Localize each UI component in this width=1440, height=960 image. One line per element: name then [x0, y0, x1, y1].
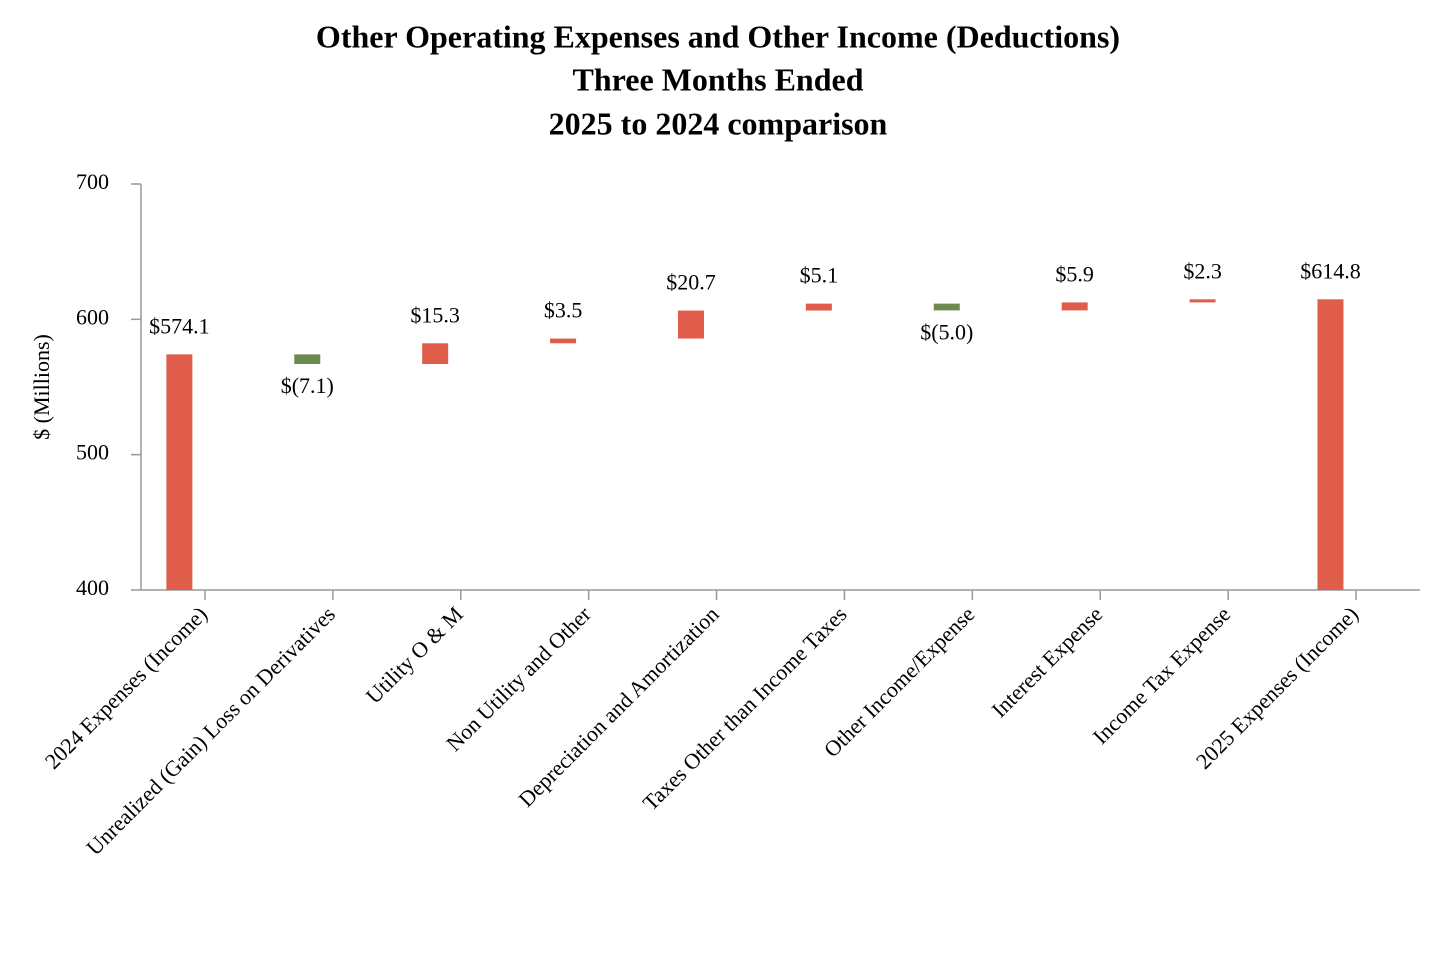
y-tick-label: 500	[76, 440, 109, 465]
bar	[1189, 299, 1216, 303]
data-label: $15.3	[410, 302, 460, 327]
chart-title: Three Months Ended	[572, 61, 863, 97]
x-tick-label: Depreciation and Amortization	[513, 601, 723, 811]
chart-title: Other Operating Expenses and Other Incom…	[316, 18, 1120, 54]
data-label: $(7.1)	[281, 373, 334, 398]
y-tick-label: 400	[76, 575, 109, 600]
data-label: $5.1	[800, 263, 839, 288]
y-axis-label: $ (Millions)	[29, 334, 54, 440]
x-tick-label: Interest Expense	[986, 601, 1107, 722]
x-tick-label: Non Utility and Other	[441, 601, 596, 756]
data-label: $5.9	[1055, 261, 1094, 286]
data-label: $3.5	[544, 298, 583, 323]
bar	[294, 354, 321, 364]
bar	[166, 354, 193, 590]
x-tick-label: Income Tax Expense	[1088, 601, 1236, 749]
y-tick-label: 600	[76, 304, 109, 329]
x-tick-label: Unrealized (Gain) Loss on Derivatives	[81, 601, 340, 860]
y-tick-label: 700	[76, 169, 109, 194]
data-label: $574.1	[149, 313, 210, 338]
bar	[1061, 302, 1088, 311]
x-tick-label: Utility O & M	[361, 601, 468, 708]
data-label: $20.7	[666, 270, 716, 295]
chart-title: 2025 to 2024 comparison	[549, 105, 888, 141]
bar	[677, 310, 704, 339]
bar	[805, 303, 832, 311]
data-label: $614.8	[1300, 258, 1361, 283]
bar	[422, 343, 449, 364]
data-label: $(5.0)	[920, 319, 973, 344]
bar	[550, 338, 577, 344]
x-tick-label: Taxes Other than Income Taxes	[638, 601, 852, 815]
bar	[933, 303, 960, 311]
bar	[1317, 299, 1344, 590]
data-label: $2.3	[1183, 258, 1222, 283]
